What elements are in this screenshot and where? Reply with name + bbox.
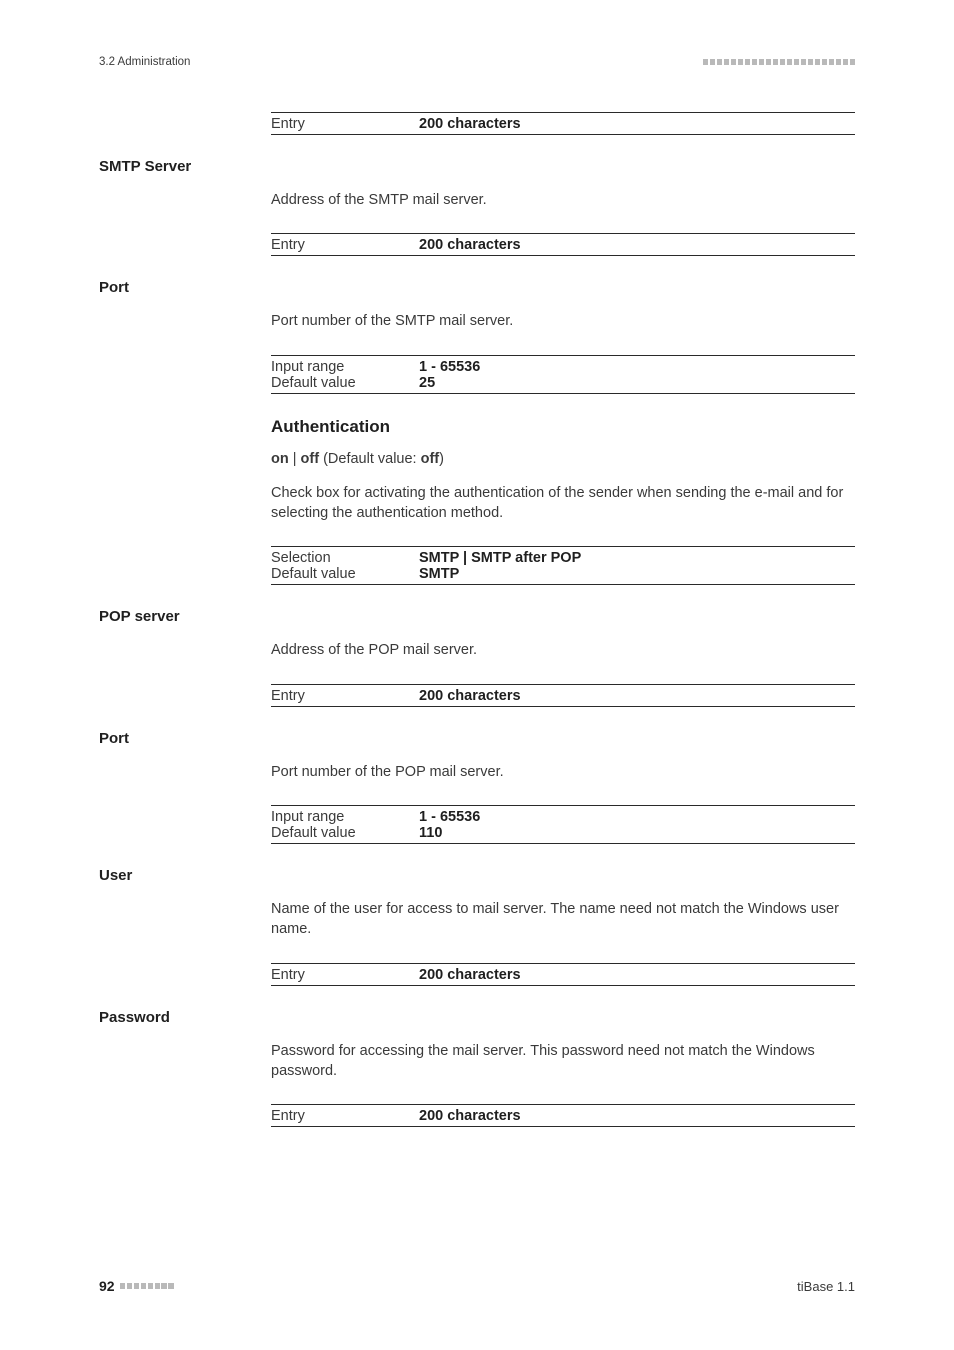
entry-table: SelectionSMTP | SMTP after POPDefault va… [271, 546, 855, 585]
entry-label: Selection [271, 550, 419, 566]
section-label: Password [99, 1009, 271, 1026]
entry-value: 110 [419, 825, 442, 841]
entry-label: Entry [271, 967, 419, 983]
entry-value: 25 [419, 375, 435, 391]
section-label: SMTP Server [99, 158, 271, 175]
block: Address of the SMTP mail server. [271, 158, 855, 210]
entry-label: Input range [271, 359, 419, 375]
block: Password for accessing the mail server. … [271, 1009, 855, 1082]
entry-value: 1 - 65536 [419, 809, 480, 825]
entry-label: Default value [271, 825, 419, 841]
block: Authentication [271, 417, 855, 437]
entry-row: Default value25 [271, 375, 855, 391]
block: Entry200 characters [271, 112, 855, 135]
block: Entry200 characters [271, 233, 855, 256]
entry-value: 200 characters [419, 116, 521, 132]
entry-row: Input range1 - 65536 [271, 809, 855, 825]
entry-label: Default value [271, 375, 419, 391]
section-label: User [99, 867, 271, 884]
block: Entry200 characters [271, 1104, 855, 1127]
block: SelectionSMTP | SMTP after POPDefault va… [271, 546, 855, 585]
entry-table: Entry200 characters [271, 233, 855, 256]
section-label: Port [99, 279, 271, 296]
entry-row: SelectionSMTP | SMTP after POP [271, 550, 855, 566]
toggle-default-text: on | off (Default value: off) [271, 449, 855, 469]
entry-table: Input range1 - 65536Default value110 [271, 805, 855, 844]
entry-row: Entry200 characters [271, 237, 855, 253]
entry-row: Input range1 - 65536 [271, 359, 855, 375]
header-divider [703, 59, 855, 64]
entry-label: Entry [271, 116, 419, 132]
block: Name of the user for access to mail serv… [271, 867, 855, 940]
entry-label: Entry [271, 237, 419, 253]
entry-table: Input range1 - 65536Default value25 [271, 355, 855, 394]
entry-value: 200 characters [419, 1108, 521, 1124]
block: Port number of the POP mail server. [271, 730, 855, 782]
entry-row: Entry200 characters [271, 1108, 855, 1124]
footer-divider [120, 1283, 174, 1288]
block: Entry200 characters [271, 963, 855, 986]
entry-label: Entry [271, 688, 419, 704]
entry-label: Default value [271, 566, 419, 582]
section: PortPort number of the POP mail server. I… [99, 730, 855, 844]
body-text: Port number of the SMTP mail server. [271, 311, 855, 331]
subsection-heading: Authentication [271, 417, 855, 437]
entry-row: Entry200 characters [271, 688, 855, 704]
entry-label: Entry [271, 1108, 419, 1124]
block: Address of the POP mail server. [271, 608, 855, 660]
entry-table: Entry200 characters [271, 963, 855, 986]
section: PortPort number of the SMTP mail server.… [99, 279, 855, 585]
block: on | off (Default value: off) [271, 449, 855, 469]
entry-value: 200 characters [419, 967, 521, 983]
entry-table: Entry200 characters [271, 684, 855, 707]
entry-value: 1 - 65536 [419, 359, 480, 375]
body-text: Port number of the POP mail server. [271, 762, 855, 782]
entry-value: SMTP | SMTP after POP [419, 550, 581, 566]
section: POP serverAddress of the POP mail server… [99, 608, 855, 706]
section: SMTP ServerAddress of the SMTP mail serv… [99, 158, 855, 256]
section: Entry200 characters [99, 112, 855, 135]
block: Input range1 - 65536Default value25 [271, 355, 855, 394]
block: Entry200 characters [271, 684, 855, 707]
body-text: Check box for activating the authenticat… [271, 483, 855, 524]
entry-row: Default valueSMTP [271, 566, 855, 582]
entry-table: Entry200 characters [271, 1104, 855, 1127]
entry-value: 200 characters [419, 688, 521, 704]
entry-row: Default value110 [271, 825, 855, 841]
block: Input range1 - 65536Default value110 [271, 805, 855, 844]
body-text: Name of the user for access to mail serv… [271, 899, 855, 940]
footer-page: 92 [99, 1278, 115, 1294]
entry-table: Entry200 characters [271, 112, 855, 135]
section-label: POP server [99, 608, 271, 625]
entry-label: Input range [271, 809, 419, 825]
block: Check box for activating the authenticat… [271, 483, 855, 524]
body-text: Password for accessing the mail server. … [271, 1041, 855, 1082]
body-text: Address of the POP mail server. [271, 640, 855, 660]
footer-product: tiBase 1.1 [797, 1279, 855, 1294]
entry-value: 200 characters [419, 237, 521, 253]
entry-row: Entry200 characters [271, 967, 855, 983]
body-text: Address of the SMTP mail server. [271, 190, 855, 210]
header-section: 3.2 Administration [99, 56, 190, 68]
section: UserName of the user for access to mail … [99, 867, 855, 986]
block: Port number of the SMTP mail server. [271, 279, 855, 331]
section: PasswordPassword for accessing the mail … [99, 1009, 855, 1128]
entry-row: Entry200 characters [271, 116, 855, 132]
entry-value: SMTP [419, 566, 459, 582]
section-label: Port [99, 730, 271, 747]
